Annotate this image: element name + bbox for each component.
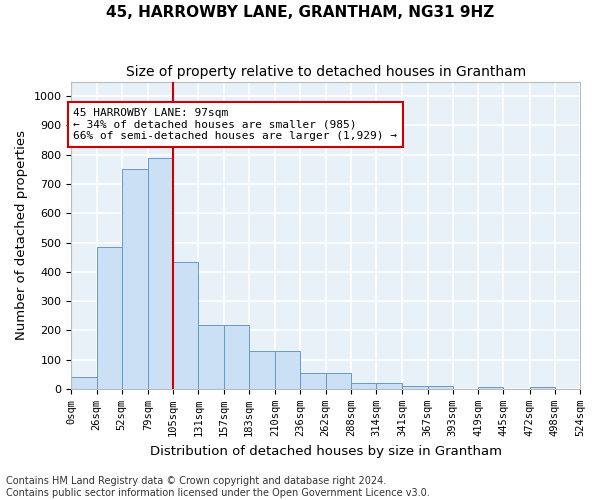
Bar [376, 383, 403, 389]
Bar [428, 386, 453, 389]
Bar [97, 247, 122, 389]
Bar [122, 170, 148, 389]
Text: Contains HM Land Registry data © Crown copyright and database right 2024.
Contai: Contains HM Land Registry data © Crown c… [6, 476, 430, 498]
Bar [224, 324, 249, 389]
Bar [326, 374, 351, 389]
Bar [530, 386, 555, 389]
Y-axis label: Number of detached properties: Number of detached properties [15, 130, 28, 340]
Bar [173, 262, 199, 389]
Bar [275, 352, 301, 389]
Text: 45, HARROWBY LANE, GRANTHAM, NG31 9HZ: 45, HARROWBY LANE, GRANTHAM, NG31 9HZ [106, 5, 494, 20]
Bar [148, 158, 173, 389]
Bar [199, 324, 224, 389]
Bar [478, 386, 503, 389]
Bar [351, 383, 376, 389]
Bar [249, 352, 275, 389]
Bar [71, 377, 97, 389]
X-axis label: Distribution of detached houses by size in Grantham: Distribution of detached houses by size … [149, 444, 502, 458]
Bar [403, 386, 428, 389]
Title: Size of property relative to detached houses in Grantham: Size of property relative to detached ho… [125, 65, 526, 79]
Bar [301, 374, 326, 389]
Text: 45 HARROWBY LANE: 97sqm
← 34% of detached houses are smaller (985)
66% of semi-d: 45 HARROWBY LANE: 97sqm ← 34% of detache… [73, 108, 397, 141]
